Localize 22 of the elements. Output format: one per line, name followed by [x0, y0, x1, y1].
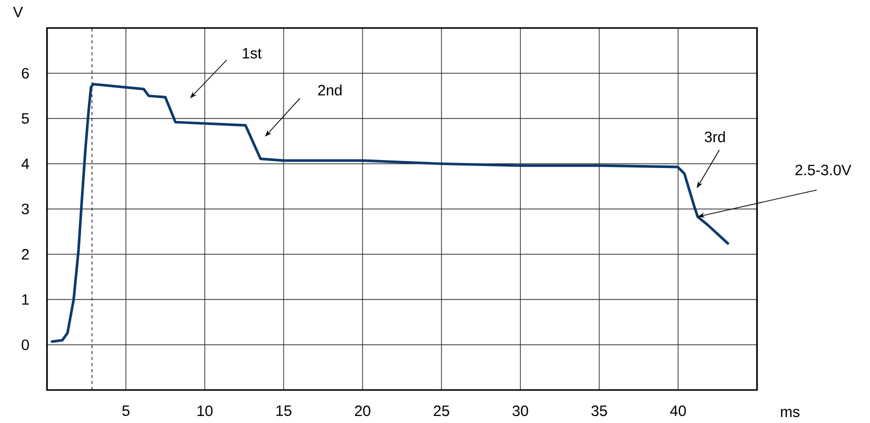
y-tick-label: 6	[22, 68, 29, 79]
line-series	[50, 82, 730, 343]
x-tick-label: 10	[198, 406, 213, 416]
x-tick-label: 20	[354, 406, 370, 416]
y-tick-label: 2	[22, 249, 29, 260]
y-tick-label: 4	[21, 158, 30, 169]
y-tick-label: 3	[22, 204, 29, 214]
x-tick-label: 30	[512, 406, 528, 416]
y-tick-label: 1	[22, 294, 29, 305]
x-tick-label: 40	[670, 406, 686, 416]
x-tick-label: 35	[591, 406, 607, 416]
y-axis-title: V	[13, 6, 23, 18]
x-tick-label: 5	[122, 406, 130, 416]
annotation: 1st	[242, 48, 262, 59]
annotation: 2nd	[318, 84, 342, 96]
y-tick-label: 5	[22, 113, 29, 124]
x-tick-label: 15	[276, 406, 292, 416]
y-tick-label: 0	[22, 339, 29, 350]
x-axis-title: ms	[781, 408, 800, 418]
annotation: 3rd	[704, 131, 725, 142]
annotation: 2.5-3.0V	[795, 164, 852, 176]
x-tick-label: 25	[434, 406, 450, 416]
